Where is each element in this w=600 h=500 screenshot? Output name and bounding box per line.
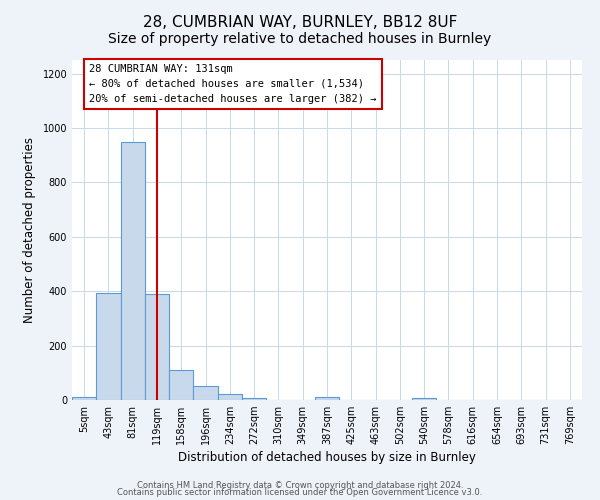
Text: Contains HM Land Registry data © Crown copyright and database right 2024.: Contains HM Land Registry data © Crown c… [137,480,463,490]
Text: 28, CUMBRIAN WAY, BURNLEY, BB12 8UF: 28, CUMBRIAN WAY, BURNLEY, BB12 8UF [143,15,457,30]
Y-axis label: Number of detached properties: Number of detached properties [23,137,35,323]
X-axis label: Distribution of detached houses by size in Burnley: Distribution of detached houses by size … [178,452,476,464]
Text: 28 CUMBRIAN WAY: 131sqm
← 80% of detached houses are smaller (1,534)
20% of semi: 28 CUMBRIAN WAY: 131sqm ← 80% of detache… [89,64,377,104]
Bar [145,294,169,400]
Bar [169,370,193,400]
Bar [193,386,218,400]
Text: Contains public sector information licensed under the Open Government Licence v3: Contains public sector information licen… [118,488,482,497]
Bar [412,398,436,400]
Bar [96,292,121,400]
Bar [218,394,242,400]
Bar [242,398,266,400]
Bar [315,398,339,400]
Bar [121,142,145,400]
Bar [72,398,96,400]
Text: Size of property relative to detached houses in Burnley: Size of property relative to detached ho… [109,32,491,46]
